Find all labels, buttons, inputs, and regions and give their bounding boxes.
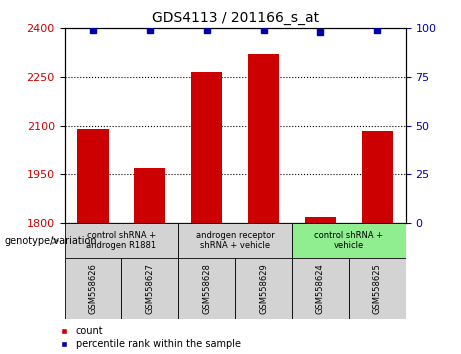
- Bar: [65, 258, 121, 319]
- Text: GSM558627: GSM558627: [145, 263, 154, 314]
- Text: androgen receptor
shRNA + vehicle: androgen receptor shRNA + vehicle: [196, 231, 274, 250]
- Bar: [235, 258, 292, 319]
- Text: GSM558629: GSM558629: [259, 263, 268, 314]
- Bar: [349, 258, 406, 319]
- Text: GSM558624: GSM558624: [316, 263, 325, 314]
- Text: genotype/variation: genotype/variation: [5, 236, 97, 246]
- Bar: [191, 72, 222, 223]
- Bar: [178, 258, 235, 319]
- Text: GSM558625: GSM558625: [373, 263, 382, 314]
- Bar: [305, 217, 336, 223]
- Bar: [292, 258, 349, 319]
- Bar: [121, 258, 178, 319]
- Bar: [292, 223, 406, 258]
- Text: control shRNA +
androgen R1881: control shRNA + androgen R1881: [86, 231, 156, 250]
- Bar: [134, 168, 165, 223]
- Text: GSM558628: GSM558628: [202, 263, 211, 314]
- Text: control shRNA +
vehicle: control shRNA + vehicle: [314, 231, 384, 250]
- Text: GSM558626: GSM558626: [89, 263, 97, 314]
- Bar: [248, 54, 279, 223]
- Bar: [178, 223, 292, 258]
- Bar: [77, 129, 109, 223]
- Legend: count, percentile rank within the sample: count, percentile rank within the sample: [60, 326, 241, 349]
- Bar: [361, 131, 393, 223]
- Bar: [65, 223, 178, 258]
- Title: GDS4113 / 201166_s_at: GDS4113 / 201166_s_at: [152, 11, 319, 24]
